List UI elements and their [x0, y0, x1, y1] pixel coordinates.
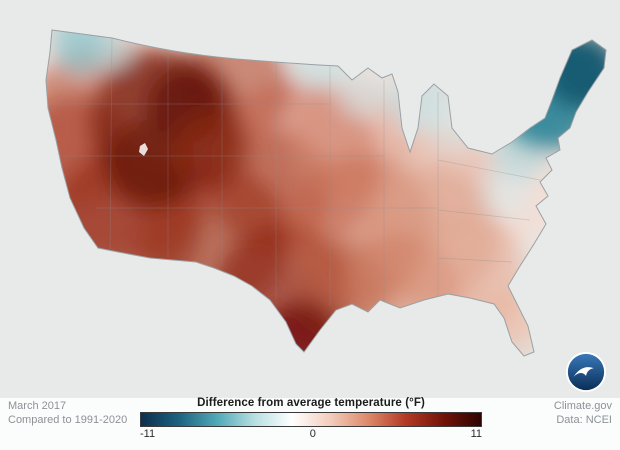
great-salt-lake: [139, 143, 148, 156]
colorbar-labels: -11 0 11: [140, 428, 482, 440]
state-borders: [48, 37, 541, 306]
map-baseline: Compared to 1991-2020: [8, 414, 128, 426]
source-site: Climate.gov: [553, 400, 612, 412]
map-caption-left: March 2017 Compared to 1991-2020: [8, 399, 127, 427]
legend-title: Difference from average temperature (°F): [197, 397, 425, 409]
noaa-logo-icon: [565, 351, 607, 393]
legend: Difference from average temperature (°F)…: [140, 397, 482, 440]
noaa-gull-icon: [573, 367, 594, 377]
colorbar: [140, 412, 482, 427]
colorbar-mid-label: 0: [309, 428, 316, 440]
colorbar-max-label: 11: [470, 428, 482, 440]
us-outline: [45, 29, 607, 357]
map-period: March 2017: [8, 400, 67, 412]
colorbar-min-label: -11: [140, 428, 156, 440]
map-caption-right: Climate.gov Data: NCEI: [554, 399, 612, 427]
source-data: Data: NCEI: [556, 414, 612, 426]
